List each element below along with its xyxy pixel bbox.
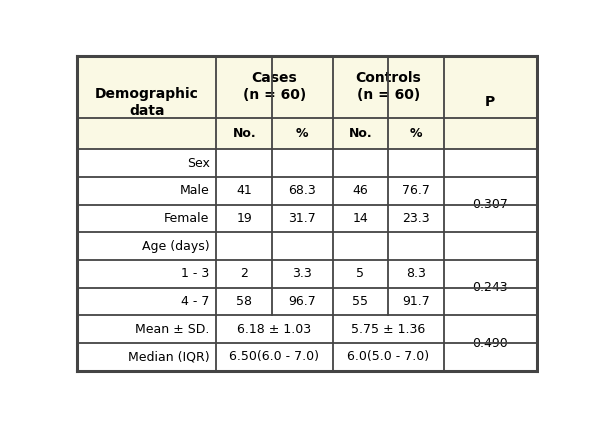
Text: 96.7: 96.7 xyxy=(289,295,316,308)
Text: Cases
(n = 60): Cases (n = 60) xyxy=(243,71,306,102)
Text: 31.7: 31.7 xyxy=(289,212,316,225)
Text: 6.18 ± 1.03: 6.18 ± 1.03 xyxy=(237,323,311,336)
Text: 5.75 ± 1.36: 5.75 ± 1.36 xyxy=(351,323,425,336)
Text: 41: 41 xyxy=(237,184,252,197)
Text: 55: 55 xyxy=(352,295,368,308)
Text: 91.7: 91.7 xyxy=(402,295,430,308)
Text: 4 - 7: 4 - 7 xyxy=(181,295,210,308)
Bar xyxy=(77,149,537,371)
Text: 8.3: 8.3 xyxy=(406,268,426,280)
Text: 0.243: 0.243 xyxy=(473,281,508,294)
Text: Age (days): Age (days) xyxy=(142,240,210,253)
Text: 0.490: 0.490 xyxy=(473,337,508,349)
Text: 6.50(6.0 - 7.0): 6.50(6.0 - 7.0) xyxy=(229,350,319,363)
Text: Male: Male xyxy=(180,184,210,197)
Text: 46: 46 xyxy=(352,184,368,197)
Text: 58: 58 xyxy=(237,295,252,308)
Text: %: % xyxy=(296,127,308,140)
Text: No.: No. xyxy=(349,127,372,140)
Text: Median (IQR): Median (IQR) xyxy=(128,350,210,363)
Text: 23.3: 23.3 xyxy=(403,212,430,225)
Text: 14: 14 xyxy=(352,212,368,225)
Text: 3.3: 3.3 xyxy=(292,268,312,280)
Text: P: P xyxy=(485,95,495,109)
Bar xyxy=(77,56,537,149)
Text: Female: Female xyxy=(164,212,210,225)
Text: 2: 2 xyxy=(240,268,248,280)
Text: 6.0(5.0 - 7.0): 6.0(5.0 - 7.0) xyxy=(347,350,429,363)
Text: Mean ± SD.: Mean ± SD. xyxy=(135,323,210,336)
Text: Controls
(n = 60): Controls (n = 60) xyxy=(355,71,421,102)
Text: 5: 5 xyxy=(356,268,364,280)
Text: Sex: Sex xyxy=(187,157,210,170)
Text: %: % xyxy=(410,127,422,140)
Text: 19: 19 xyxy=(237,212,252,225)
Text: 1 - 3: 1 - 3 xyxy=(181,268,210,280)
Text: 0.307: 0.307 xyxy=(473,198,509,211)
Text: 76.7: 76.7 xyxy=(402,184,430,197)
Text: Demographic
data: Demographic data xyxy=(95,87,199,118)
Text: 68.3: 68.3 xyxy=(289,184,316,197)
Text: No.: No. xyxy=(232,127,256,140)
